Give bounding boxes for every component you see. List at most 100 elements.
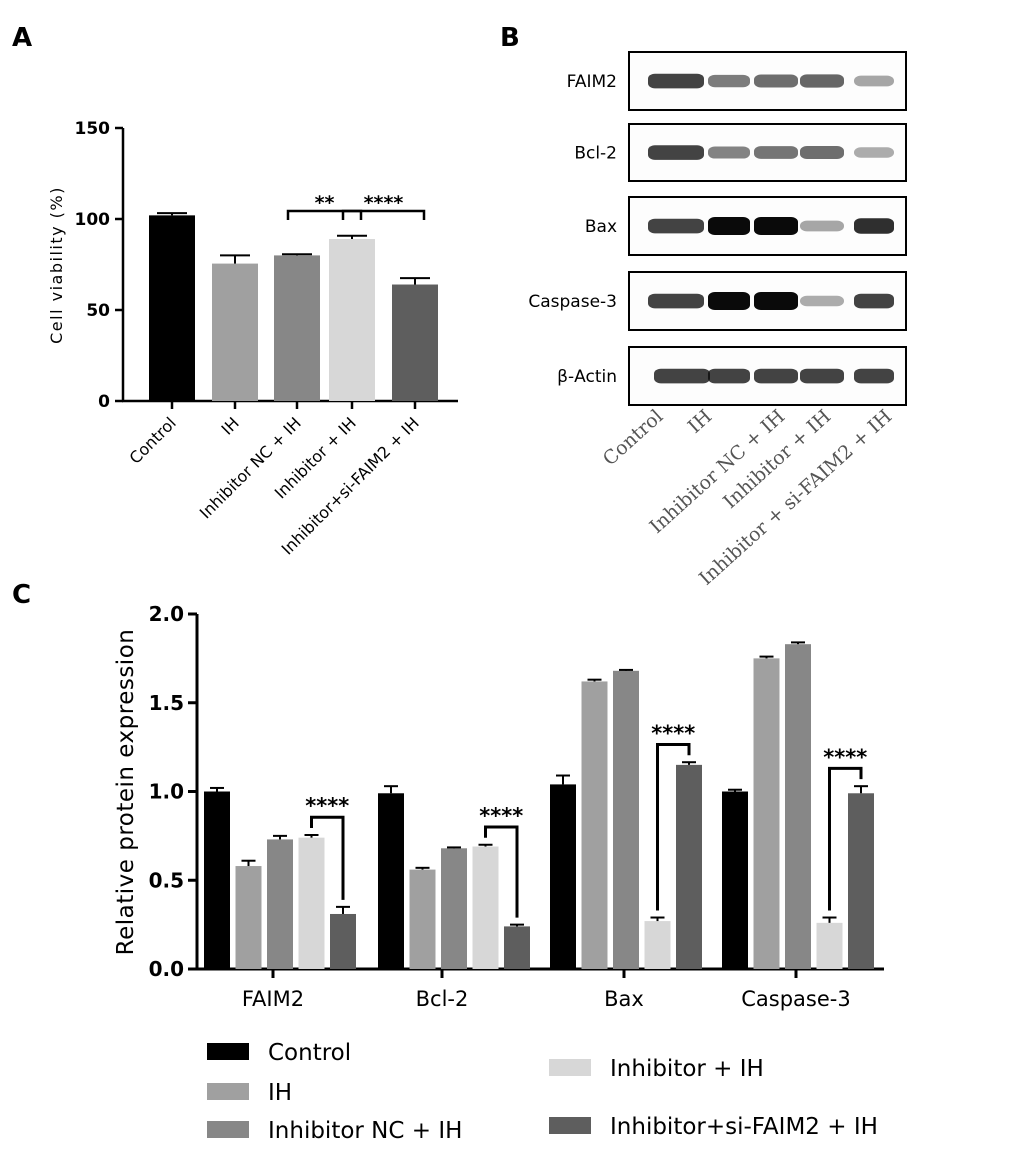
blot-band (654, 368, 710, 384)
c-legend-label: Inhibitor NC + IH (268, 1118, 462, 1144)
blot-protein-label: FAIM2 (567, 72, 617, 92)
c-legend-swatch (207, 1043, 249, 1060)
a-bar-inhibitor-ih (329, 239, 375, 401)
a-x-tick-label: Inhibitor NC + IH (196, 413, 305, 522)
c-y-tick-label: 1.0 (149, 780, 184, 804)
c-bar-bcl-2-series-0 (378, 793, 404, 969)
c-significance-bracket (656, 742, 691, 911)
a-significance-bracket (341, 209, 426, 220)
blot-band (708, 292, 750, 310)
c-legend-swatch (549, 1117, 591, 1134)
a-x-tick-label: Control (125, 413, 179, 467)
c-y-tick-label: 0.0 (149, 957, 184, 981)
blot-band (854, 147, 894, 158)
panel-a-y-axis-label: Cell viability (%) (47, 186, 66, 344)
c-bar-faim2-series-4 (330, 913, 356, 969)
a-y-tick-label: 150 (75, 119, 111, 139)
blot-band (648, 293, 704, 309)
panel-a-letter: A (12, 23, 32, 53)
c-legend-label: Inhibitor+si-FAIM2 + IH (610, 1114, 878, 1140)
blot-band (708, 146, 750, 159)
panel-b-letter: B (500, 23, 520, 53)
blot-protein-label: Bax (585, 217, 617, 237)
c-bar-faim2-series-3 (298, 837, 325, 969)
c-bar-faim2-series-2 (267, 839, 293, 969)
blot-protein-label: Caspase-3 (528, 292, 617, 312)
blot-band (754, 368, 798, 384)
panel-c-protein-expression-chart: C 0.0 0.5 1.0 1.5 2.0 FAIM2 Bcl-2 Bax Caspase-3… (12, 580, 884, 1144)
a-bar-control (149, 215, 195, 401)
c-legend-label: IH (268, 1080, 292, 1106)
c-significance-bracket (828, 766, 863, 911)
blot-band (708, 74, 750, 88)
c-significance-label: **** (305, 794, 349, 818)
panel-c-legend: Control IH Inhibitor NC + IH Inhibitor + IH… (207, 1040, 878, 1144)
blot-band (800, 220, 844, 232)
a-y-tick-label: 0 (98, 392, 110, 412)
blot-band (648, 73, 704, 89)
c-significance-bracket (484, 825, 519, 918)
c-bar-caspase-3-series-2 (785, 644, 811, 969)
blot-band (800, 295, 844, 307)
blot-band (754, 217, 798, 235)
a-significance-label: ** (315, 192, 335, 214)
blot-band (754, 292, 798, 310)
c-bar-bcl-2-series-4 (504, 926, 530, 969)
c-x-tick-label: Bax (604, 987, 644, 1011)
blot-band (854, 293, 894, 309)
panel-b-western-blot: B FAIM2 Bcl-2 Bax Caspase-3 β-Actin Control IH… (500, 23, 907, 590)
blot-band (754, 74, 798, 88)
c-significance-label: **** (651, 721, 695, 745)
c-bar-bax-series-2 (613, 670, 639, 969)
panel-c-letter: C (12, 580, 31, 610)
c-y-tick-label: 1.5 (149, 691, 184, 715)
blot-band (800, 368, 844, 384)
panel-c-bars (204, 641, 874, 969)
c-bar-bax-series-3 (644, 921, 671, 969)
c-bar-bax-series-0 (550, 784, 576, 969)
c-y-tick-label: 0.5 (149, 868, 184, 892)
panel-c-y-axis-label: Relative protein expression (113, 629, 139, 956)
c-significance-label: **** (479, 804, 523, 828)
blot-band (800, 74, 844, 88)
a-bar-inhibitor-nc-ih (274, 255, 320, 401)
blot-band (648, 145, 704, 160)
c-legend-swatch (549, 1059, 591, 1076)
blot-band (754, 146, 798, 159)
c-bar-bax-series-1 (581, 681, 608, 969)
a-y-tick-label: 100 (75, 210, 111, 230)
panel-c-labels: FAIM2 Bcl-2 Bax Caspase-3 **** **** **** **** (242, 721, 867, 1011)
blot-band (648, 218, 704, 234)
c-x-tick-label: FAIM2 (242, 987, 304, 1011)
blot-band (854, 75, 894, 87)
c-bar-caspase-3-series-4 (848, 793, 874, 969)
c-legend-label: Inhibitor + IH (610, 1056, 764, 1082)
c-bar-caspase-3-series-3 (816, 922, 843, 969)
panel-a-bars (149, 212, 438, 401)
c-bar-caspase-3-series-0 (722, 791, 748, 969)
a-significance-label: **** (364, 192, 404, 214)
c-bar-faim2-series-1 (235, 866, 262, 969)
blot-band (800, 146, 844, 159)
a-bar-ih (212, 263, 258, 401)
c-bar-bcl-2-series-3 (472, 846, 499, 969)
c-significance-bracket (310, 815, 345, 900)
c-x-tick-label: Bcl-2 (416, 987, 469, 1011)
c-bar-faim2-series-0 (204, 791, 230, 969)
c-significance-label: **** (823, 745, 867, 769)
blot-band (708, 368, 750, 384)
c-bar-bcl-2-series-1 (409, 869, 436, 969)
blot-band (854, 218, 894, 234)
c-x-tick-label: Caspase-3 (741, 987, 850, 1011)
blot-protein-label: β-Actin (557, 367, 617, 387)
c-legend-swatch (207, 1121, 249, 1138)
a-bar-inhibitor-si-faim2-ih (392, 284, 438, 401)
c-bar-bcl-2-series-2 (441, 848, 467, 969)
blot-band (708, 217, 750, 235)
c-y-tick-label: 2.0 (149, 602, 184, 626)
c-bar-bax-series-4 (676, 764, 702, 969)
c-legend-swatch (207, 1083, 249, 1100)
a-y-tick-label: 50 (86, 301, 110, 321)
